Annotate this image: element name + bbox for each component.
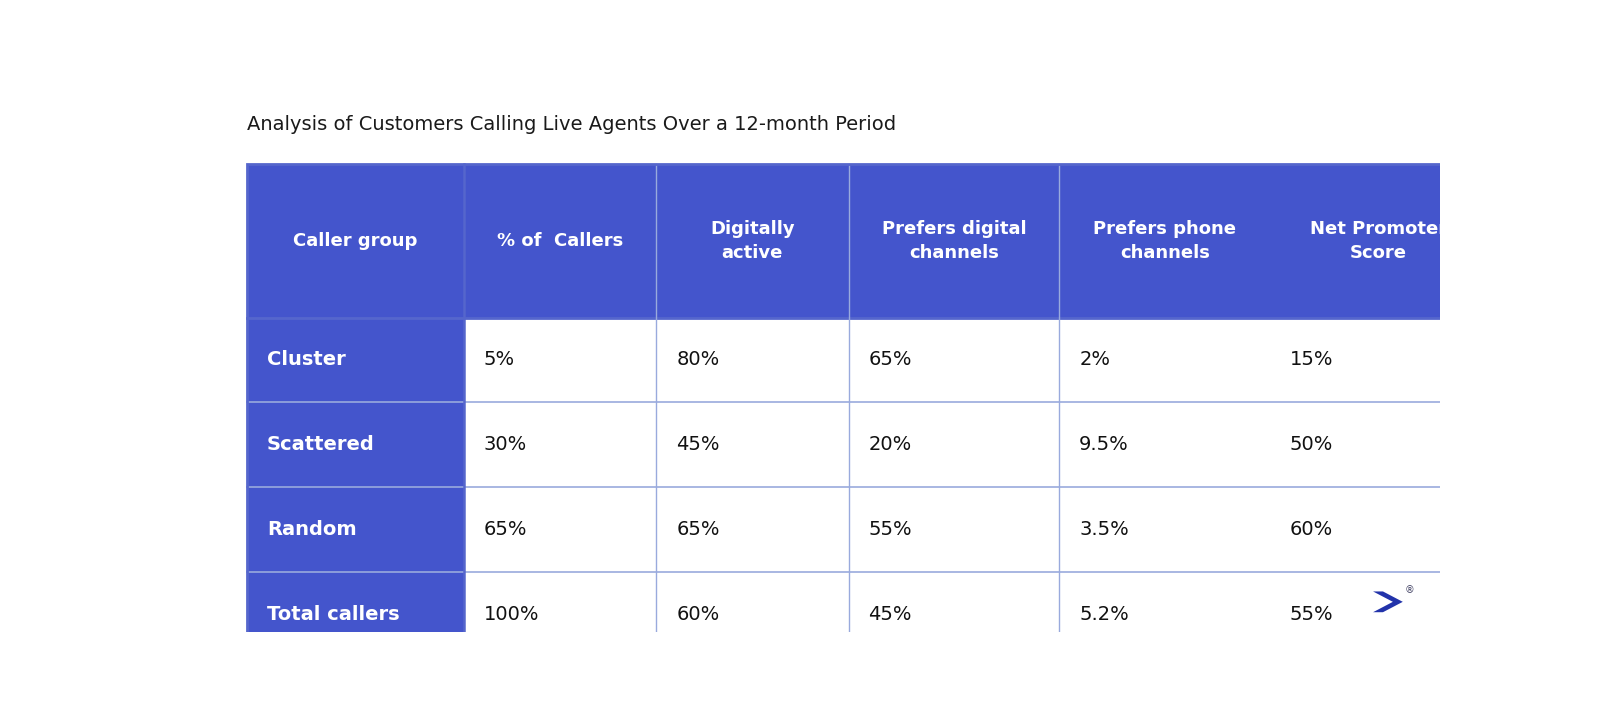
Text: 45%: 45% [677,435,720,454]
Text: 5.2%: 5.2% [1078,605,1130,623]
Text: 9.5%: 9.5% [1078,435,1130,454]
Text: Total callers: Total callers [267,605,400,623]
Text: Cluster: Cluster [267,351,346,369]
Text: Digitally
active: Digitally active [710,220,795,262]
Text: 15%: 15% [1290,351,1333,369]
Polygon shape [1373,591,1403,612]
Text: Random: Random [267,520,357,539]
Text: 20%: 20% [869,435,912,454]
Text: 2%: 2% [1078,351,1110,369]
Text: % of  Callers: % of Callers [498,232,624,250]
Text: Prefers digital
channels: Prefers digital channels [882,220,1026,262]
Text: 60%: 60% [677,605,720,623]
Text: ®: ® [1405,585,1414,595]
Text: 55%: 55% [1290,605,1333,623]
Text: Prefers phone
channels: Prefers phone channels [1093,220,1237,262]
Text: 80%: 80% [677,351,720,369]
Text: 65%: 65% [677,520,720,539]
Text: 5%: 5% [483,351,515,369]
Text: Scattered: Scattered [267,435,374,454]
Text: 100%: 100% [483,605,539,623]
Text: Analysis of Customers Calling Live Agents Over a 12-month Period: Analysis of Customers Calling Live Agent… [246,115,896,134]
Text: Caller group: Caller group [293,232,418,250]
Text: 65%: 65% [869,351,912,369]
Text: 45%: 45% [869,605,912,623]
Text: 3.5%: 3.5% [1078,520,1130,539]
Text: 55%: 55% [869,520,912,539]
Text: Net Promoter
Score: Net Promoter Score [1310,220,1446,262]
Text: 65%: 65% [483,520,528,539]
Text: 30%: 30% [483,435,528,454]
Text: 50%: 50% [1290,435,1333,454]
Text: 60%: 60% [1290,520,1333,539]
